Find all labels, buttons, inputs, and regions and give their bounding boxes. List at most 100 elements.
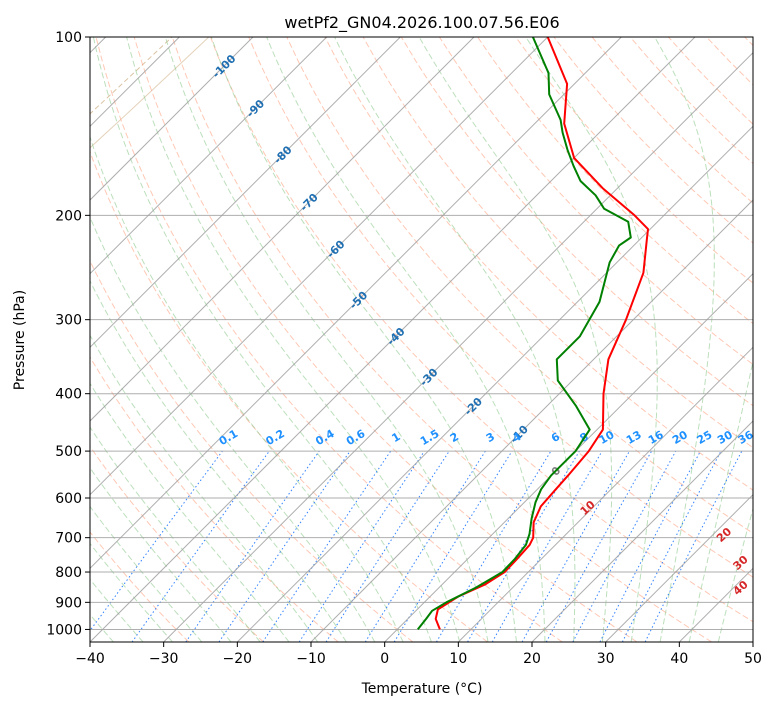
moist-adiabat-line [90,505,203,642]
moist-adiabat-line [688,358,753,642]
x-axis-label: Temperature (°C) [361,681,483,697]
isotherm-line [90,37,254,201]
y-tick-label: 800 [55,565,82,581]
mixing-ratio-line [90,450,223,632]
x-tick-label: 20 [523,651,541,667]
isotherm-line [90,37,328,275]
x-tick-label: 30 [597,651,615,667]
y-tick-label: 1000 [46,622,82,638]
moist-adiabat-line [90,382,290,642]
x-tick-label: 0 [380,651,389,667]
mixing-ratio-line [393,450,513,642]
mixing-ratio-label: 20 [670,428,690,447]
y-tick-label: 500 [55,444,82,460]
dry-adiabat-line [438,37,753,366]
mixing-ratio-label: 0.2 [263,427,286,448]
x-tick-label: 50 [744,651,762,667]
mixing-ratio-line [298,450,425,642]
moist-adiabat-line [90,542,173,642]
dry-adiabat-line [90,531,190,642]
y-tick-label: 400 [55,387,82,403]
mixing-ratio-label: 25 [695,428,715,447]
mixing-ratio-label: 13 [624,428,644,447]
isotherm-label: -90 [244,97,267,120]
x-tick-label: −40 [75,651,105,667]
mixing-ratio-line [521,450,630,642]
dry-adiabat-line [668,37,753,125]
mixing-ratio-line [325,450,450,642]
dry-adiabat-label: 30 [731,553,751,573]
mixing-ratio-label: 0.1 [217,427,240,448]
dry-adiabat-line [400,37,753,407]
mixing-ratio-line [545,450,653,642]
moist-adiabat-line [164,37,489,642]
dry-adiabat-line [95,37,563,642]
isotherm-line [90,37,622,570]
temperature-line [434,37,649,630]
isotherm-line [678,567,753,642]
background-curve [90,37,210,149]
dry-adiabat-line [90,445,264,642]
mixing-ratio-label: 10 [597,428,617,447]
mixing-ratio-line [185,450,320,642]
x-tick-label: −30 [149,651,179,667]
mixing-ratio-line [218,450,351,642]
isotherm-line [752,641,753,642]
isotherm-line [90,37,696,642]
mixing-ratio-label: 16 [646,428,666,447]
dry-adiabat-label: 10 [578,498,598,518]
dry-adiabat-line [90,150,488,642]
isotherm-line [310,199,753,642]
dewpoint-line [417,37,632,631]
y-tick-label: 600 [55,491,82,507]
moist-adiabat-line [266,37,546,642]
dry-adiabat-line [515,37,753,284]
moist-adiabat-line [92,37,432,642]
mixing-ratio-label: 1.5 [418,427,441,448]
isotherm-line [163,51,753,642]
mixing-ratio-label: 3 [484,430,497,445]
moist-adiabat-line [210,37,517,642]
moist-adiabat-line [90,334,319,642]
moist-adiabat-line [90,426,261,642]
moist-adiabat-line [90,215,376,642]
chart-title: wetPf2_GN04.2026.100.07.56.E06 [284,13,559,33]
dry-adiabat-line [210,37,753,623]
dry-adiabat-line [477,37,753,325]
mixing-ratio-label: 30 [715,428,735,447]
mixing-ratio-line [572,450,677,642]
isotherm-line [90,37,475,422]
isotherm-line [90,37,401,349]
moist-adiabat-line [90,578,144,642]
moist-adiabat-line [418,37,613,642]
isotherm-label: -80 [271,143,294,166]
mixing-ratio-line [131,450,270,642]
y-tick-label: 200 [55,208,82,224]
y-tick-label: 100 [55,30,82,46]
dry-adiabat-line [744,37,753,47]
x-tick-label: 10 [449,651,467,667]
moist-adiabat-line [90,467,232,642]
mixing-ratio-label: 0.4 [313,427,337,448]
y-axis-label: Pressure (hPa) [12,290,28,390]
moist-adiabat-line [654,37,715,642]
isotherm-line [531,420,753,642]
mixing-ratio-line [435,450,552,642]
isotherm-line [90,37,549,496]
moist-adiabat-line [334,37,576,642]
mixing-ratio-label: 36 [736,428,756,447]
y-tick-label: 900 [55,595,82,611]
dry-adiabat-line [248,37,753,578]
mixing-ratio-label: 0.6 [344,427,368,448]
y-tick-label: 300 [55,313,82,329]
isotherm-line [605,493,753,642]
dry-adiabat-label: 20 [714,525,734,545]
dry-adiabat-line [591,37,753,204]
isotherm-line [384,272,753,642]
isotherm-line [236,125,753,642]
moist-adiabat-line [126,37,461,642]
y-tick-label: 700 [55,531,82,547]
mixing-ratio-line [644,450,743,642]
dry-adiabat-line [90,259,414,642]
isotherm-label: -100 [210,52,239,81]
